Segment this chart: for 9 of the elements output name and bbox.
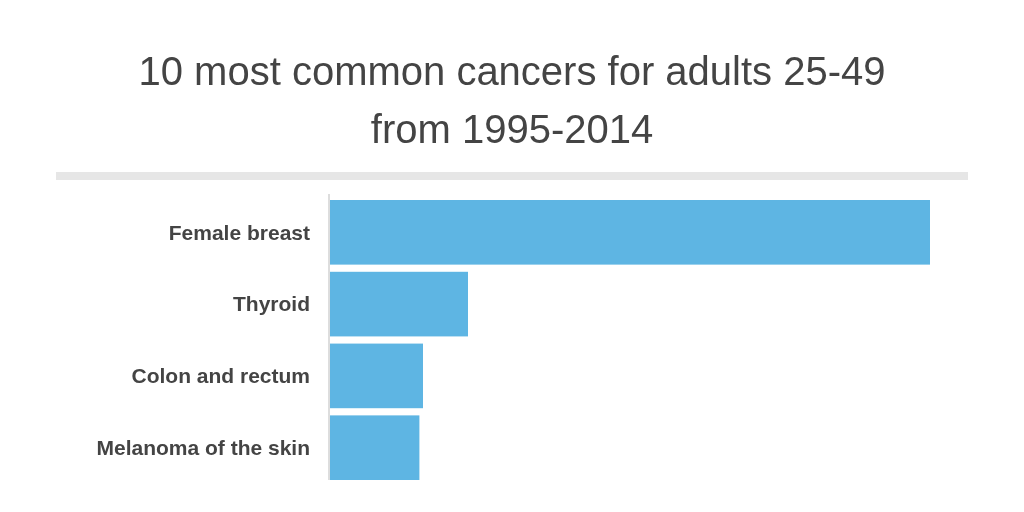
bar [330, 271, 468, 337]
chart-title: 10 most common cancers for adults 25-49 from 1995-2014 [138, 49, 886, 151]
y-tick-label: Female breast [168, 220, 310, 244]
y-tick-label: Thyroid [233, 292, 310, 316]
bar [330, 343, 423, 409]
y-tick-label: Colon and rectum [131, 364, 310, 388]
bar [330, 415, 420, 480]
bar [330, 200, 930, 265]
y-tick-label: Melanoma of the skin [96, 436, 310, 460]
